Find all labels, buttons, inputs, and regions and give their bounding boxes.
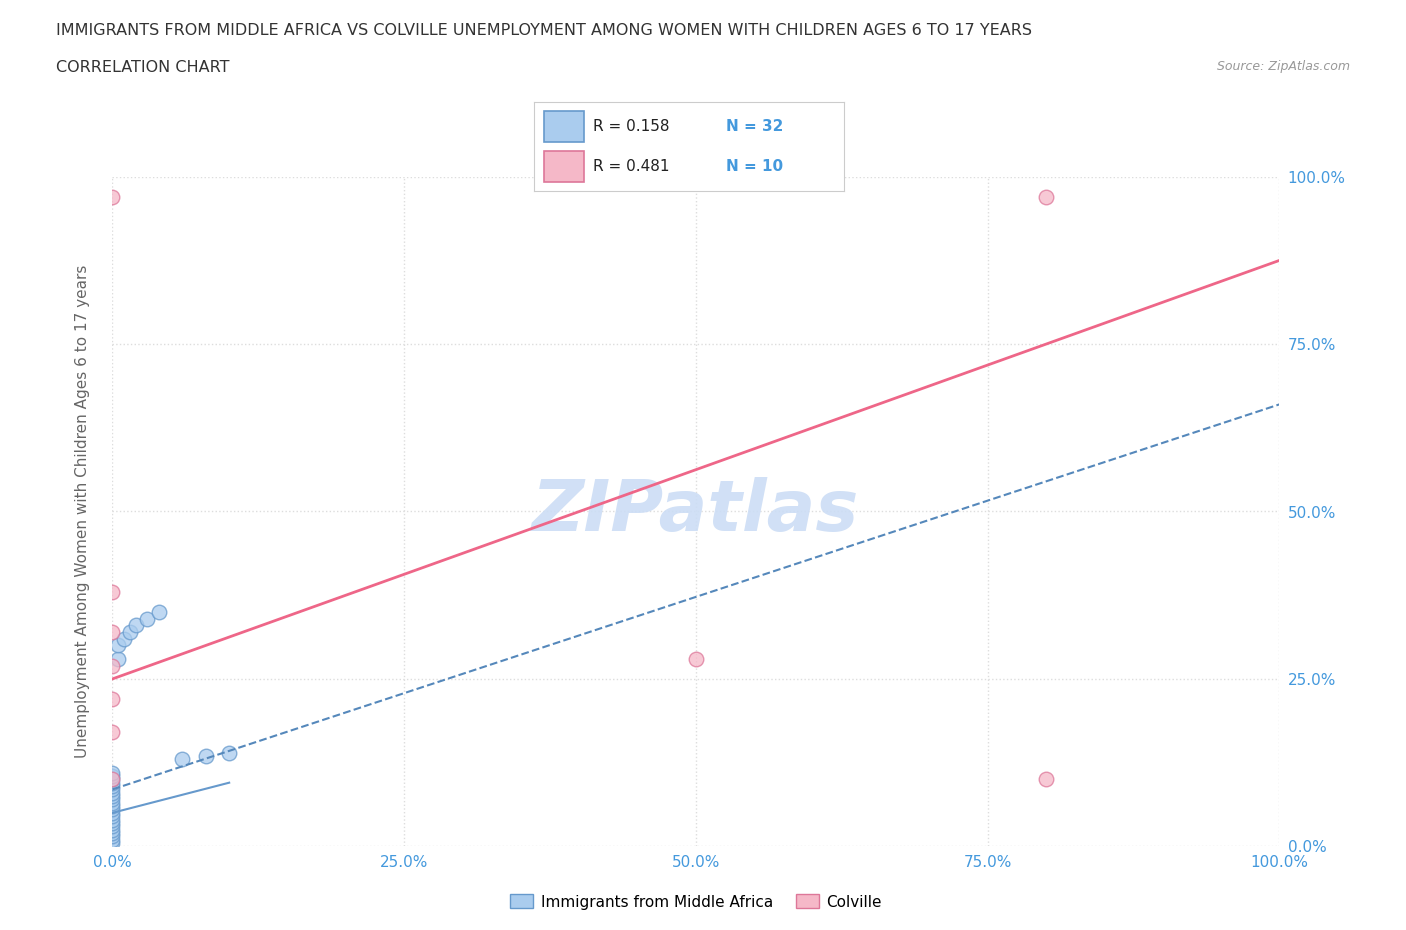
Point	[101, 829, 124, 844]
Point	[107, 638, 129, 653]
Text: R = 0.481: R = 0.481	[593, 159, 669, 174]
Point	[101, 802, 124, 817]
Point	[107, 651, 129, 666]
Point	[101, 822, 124, 837]
Point	[101, 782, 124, 797]
Point	[101, 799, 124, 814]
Point	[1035, 772, 1057, 787]
Point	[101, 776, 124, 790]
Text: Source: ZipAtlas.com: Source: ZipAtlas.com	[1216, 60, 1350, 73]
Point	[1035, 190, 1057, 205]
Point	[101, 725, 124, 740]
Point	[101, 625, 124, 640]
Point	[101, 812, 124, 827]
Point	[101, 795, 124, 810]
Point	[148, 604, 170, 619]
FancyBboxPatch shape	[544, 112, 583, 142]
Point	[136, 611, 159, 626]
Y-axis label: Unemployment Among Women with Children Ages 6 to 17 years: Unemployment Among Women with Children A…	[76, 265, 90, 758]
Point	[101, 692, 124, 707]
Point	[101, 789, 124, 804]
Point	[101, 832, 124, 847]
Point	[685, 651, 707, 666]
Text: N = 10: N = 10	[725, 159, 783, 174]
Point	[101, 768, 124, 783]
Point	[101, 818, 124, 833]
Point	[112, 631, 135, 646]
Point	[101, 778, 124, 793]
Point	[101, 809, 124, 824]
Point	[101, 772, 124, 787]
Point	[101, 826, 124, 841]
Text: IMMIGRANTS FROM MIDDLE AFRICA VS COLVILLE UNEMPLOYMENT AMONG WOMEN WITH CHILDREN: IMMIGRANTS FROM MIDDLE AFRICA VS COLVILL…	[56, 23, 1032, 38]
Text: N = 32: N = 32	[725, 119, 783, 134]
Point	[101, 792, 124, 807]
Point	[101, 816, 124, 830]
Point	[101, 658, 124, 673]
Point	[125, 618, 148, 632]
Point	[101, 772, 124, 787]
Point	[218, 745, 240, 760]
Text: CORRELATION CHART: CORRELATION CHART	[56, 60, 229, 75]
Point	[101, 835, 124, 850]
Point	[194, 749, 217, 764]
FancyBboxPatch shape	[544, 151, 583, 182]
Point	[101, 785, 124, 800]
Text: ZIPatlas: ZIPatlas	[533, 477, 859, 546]
Point	[118, 625, 141, 640]
Point	[101, 805, 124, 820]
Point	[101, 584, 124, 599]
Point	[172, 751, 194, 766]
Text: R = 0.158: R = 0.158	[593, 119, 669, 134]
Point	[101, 765, 124, 780]
Legend: Immigrants from Middle Africa, Colville: Immigrants from Middle Africa, Colville	[503, 888, 889, 916]
Point	[101, 190, 124, 205]
